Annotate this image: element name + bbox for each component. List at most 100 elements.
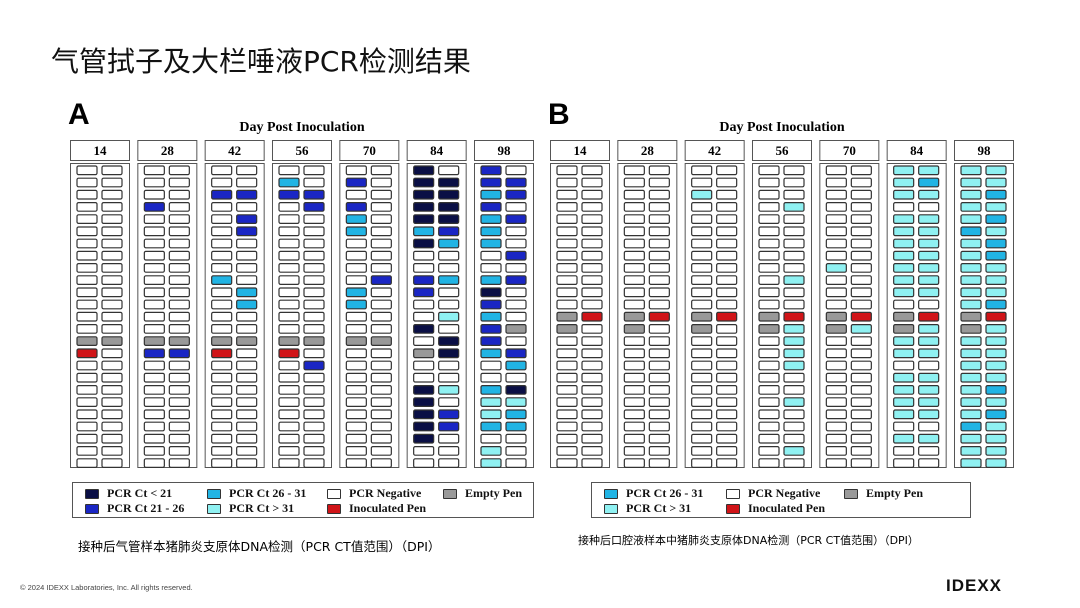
pen-cell xyxy=(101,299,123,310)
pen-cell xyxy=(893,299,915,310)
pen-cell xyxy=(918,299,940,310)
pen-cell xyxy=(893,275,915,286)
pen-cell xyxy=(76,458,98,468)
pen-cell xyxy=(581,458,603,468)
pen-cell xyxy=(716,226,738,237)
pen-cell xyxy=(303,433,325,444)
pen-cell xyxy=(648,311,670,322)
pen-cell xyxy=(480,165,502,176)
pen-cell xyxy=(850,385,872,395)
pen-cell xyxy=(480,348,502,359)
pen-cell xyxy=(985,311,1007,322)
pen-cell xyxy=(370,177,392,188)
pen-cell xyxy=(505,458,527,468)
pen-cell xyxy=(985,165,1007,176)
pen-cell xyxy=(143,226,165,237)
pen-cell xyxy=(623,250,645,261)
pen-cell xyxy=(960,238,982,249)
pen-cell xyxy=(623,446,645,456)
pen-cell xyxy=(985,397,1007,407)
pen-cell xyxy=(143,287,165,298)
pen-cell xyxy=(211,385,233,395)
pen-cell xyxy=(480,336,502,347)
pen-cell xyxy=(918,214,940,225)
pen-cell xyxy=(413,226,435,237)
pen-cell xyxy=(438,433,460,444)
pen-cell xyxy=(783,336,805,347)
pen-cell xyxy=(623,372,645,383)
day-label: 42 xyxy=(228,143,241,158)
pen-cell xyxy=(211,360,233,371)
pen-cell xyxy=(556,458,578,468)
pen-cell xyxy=(556,348,578,359)
pen-cell xyxy=(278,372,300,383)
day-header-box xyxy=(886,140,947,161)
pen-cell xyxy=(758,165,780,176)
day-label: 28 xyxy=(161,143,175,158)
pen-cell xyxy=(303,324,325,334)
pen-cell xyxy=(168,348,190,359)
pen-cell xyxy=(370,446,392,456)
pen-cell xyxy=(581,238,603,249)
pen-cell xyxy=(716,348,738,359)
pen-cell xyxy=(556,165,578,176)
pen-cell xyxy=(758,189,780,200)
pen-cell xyxy=(143,348,165,359)
pen-cell xyxy=(623,262,645,273)
pen-cell xyxy=(168,385,190,395)
pen-cell xyxy=(691,360,713,371)
day-header-box xyxy=(70,140,130,161)
pen-cell xyxy=(893,226,915,237)
panel-a-heatmap: 14 28 42 56 70 84 98 xyxy=(70,140,534,468)
pen-cell xyxy=(345,201,367,212)
pen-cell xyxy=(716,372,738,383)
pen-cell xyxy=(716,214,738,225)
pen-cell xyxy=(505,433,527,444)
day-label: 56 xyxy=(296,143,310,158)
pen-cell xyxy=(101,348,123,359)
pen-cell xyxy=(211,214,233,225)
pen-cell xyxy=(918,409,940,420)
day-header-box xyxy=(684,140,745,161)
pen-cell xyxy=(691,311,713,322)
pen-cell xyxy=(370,409,392,420)
pen-cell xyxy=(370,201,392,212)
pen-cell xyxy=(648,433,670,444)
pen-cell xyxy=(76,397,98,407)
pen-cell xyxy=(505,165,527,176)
pen-cell xyxy=(76,336,98,347)
pen-cell xyxy=(825,446,847,456)
pen-cell xyxy=(825,189,847,200)
panel-a-caption: 接种后气管样本猪肺炎支原体DNA检测（PCR CT值范围）（DPI） xyxy=(78,539,441,554)
pen-cell xyxy=(623,458,645,468)
pen-cell xyxy=(985,262,1007,273)
pen-cell xyxy=(758,226,780,237)
pen-cell xyxy=(236,287,258,298)
pen-cell xyxy=(648,336,670,347)
pen-cell xyxy=(691,446,713,456)
pen-cell xyxy=(985,458,1007,468)
pen-cell xyxy=(480,177,502,188)
pen-cell xyxy=(825,214,847,225)
pen-cell xyxy=(413,397,435,407)
pen-cell xyxy=(556,287,578,298)
pen-cell xyxy=(370,275,392,286)
pen-cell xyxy=(556,324,578,334)
pen-cell xyxy=(960,299,982,310)
pen-cell xyxy=(918,226,940,237)
pen-cell xyxy=(850,165,872,176)
pen-cell xyxy=(413,433,435,444)
pen-cell xyxy=(648,165,670,176)
pen-cell xyxy=(623,324,645,334)
pen-cell xyxy=(623,311,645,322)
pen-cell xyxy=(370,397,392,407)
pen-cell xyxy=(168,421,190,432)
pen-cell xyxy=(783,385,805,395)
pen-cell xyxy=(716,336,738,347)
pen-cell xyxy=(303,262,325,273)
pen-cell xyxy=(413,165,435,176)
pen-cell xyxy=(825,165,847,176)
pen-cell xyxy=(960,324,982,334)
day-label: 98 xyxy=(498,143,512,158)
pen-cell xyxy=(581,299,603,310)
